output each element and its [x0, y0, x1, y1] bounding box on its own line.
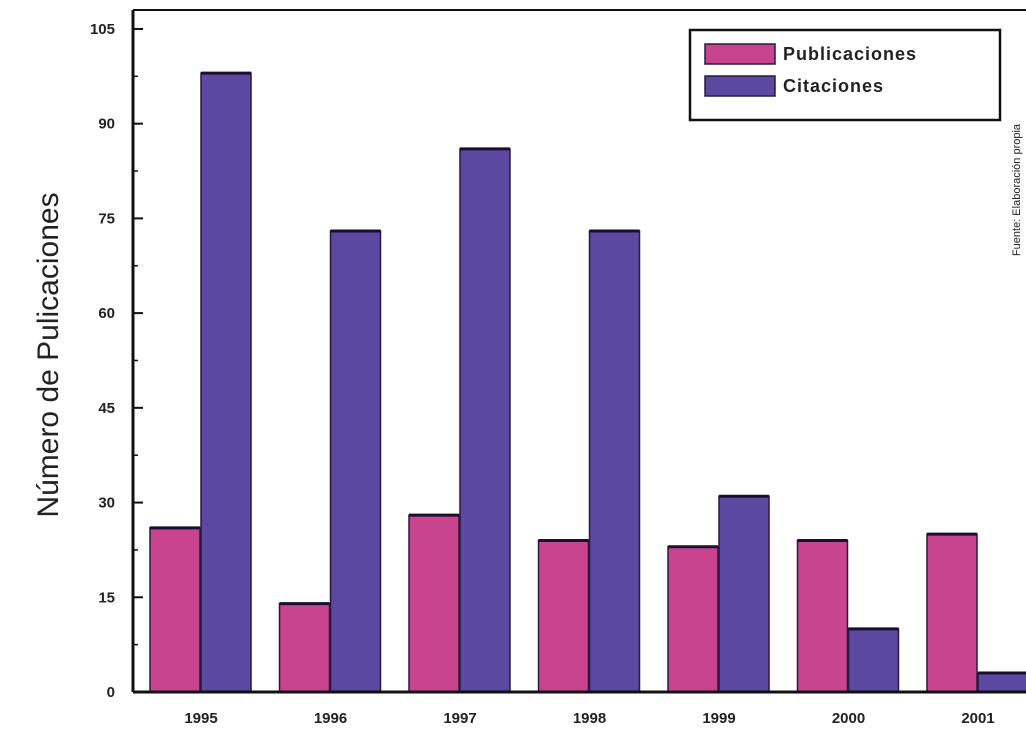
bar-publicaciones-1997	[408, 514, 460, 693]
bar-publicaciones-1995	[149, 527, 201, 693]
x-tick-label: 1996	[314, 710, 347, 727]
y-axis-label: Número de Pulicaciones	[32, 192, 65, 517]
bar-publicaciones-1999	[667, 546, 719, 693]
x-tick-label: 2000	[832, 710, 865, 727]
y-tick-label: 90	[98, 116, 115, 133]
y-tick-label: 30	[98, 495, 115, 512]
bar-citaciones-2001	[977, 672, 1026, 693]
bar-publicaciones-1998	[537, 539, 590, 693]
x-tick-label: 1995	[184, 710, 217, 727]
legend-label-publicaciones: Publicaciones	[783, 44, 917, 64]
legend: Publicaciones Citaciones	[688, 28, 1002, 122]
bar-publicaciones-2000	[796, 539, 849, 693]
bar-citaciones-1996	[329, 230, 382, 693]
y-tick-label: 60	[98, 305, 115, 322]
y-tick-label: 15	[98, 589, 115, 606]
x-tick-label: 2001	[961, 710, 994, 727]
legend-swatch-publicaciones	[704, 43, 776, 65]
source-note: Fuente: Elaboración propia	[1011, 123, 1023, 256]
bar-citaciones-1999	[718, 495, 770, 693]
y-tick-label: 0	[107, 684, 115, 701]
bar-publicaciones-2001	[926, 533, 978, 693]
y-tick-label: 75	[98, 210, 115, 227]
x-tick-label: 1998	[573, 710, 606, 727]
bar-citaciones-1998	[588, 230, 641, 693]
y-tick-label: 105	[90, 21, 115, 38]
bar-publicaciones-1996	[278, 602, 331, 693]
bar-citaciones-1997	[459, 148, 511, 693]
x-tick-label: 1999	[702, 710, 735, 727]
bar-citaciones-1995	[200, 72, 252, 693]
bar-citaciones-2000	[847, 628, 900, 693]
legend-swatch-citaciones	[704, 75, 776, 97]
y-tick-label: 45	[98, 400, 115, 417]
legend-label-citaciones: Citaciones	[783, 76, 884, 96]
x-tick-label: 1997	[443, 710, 476, 727]
